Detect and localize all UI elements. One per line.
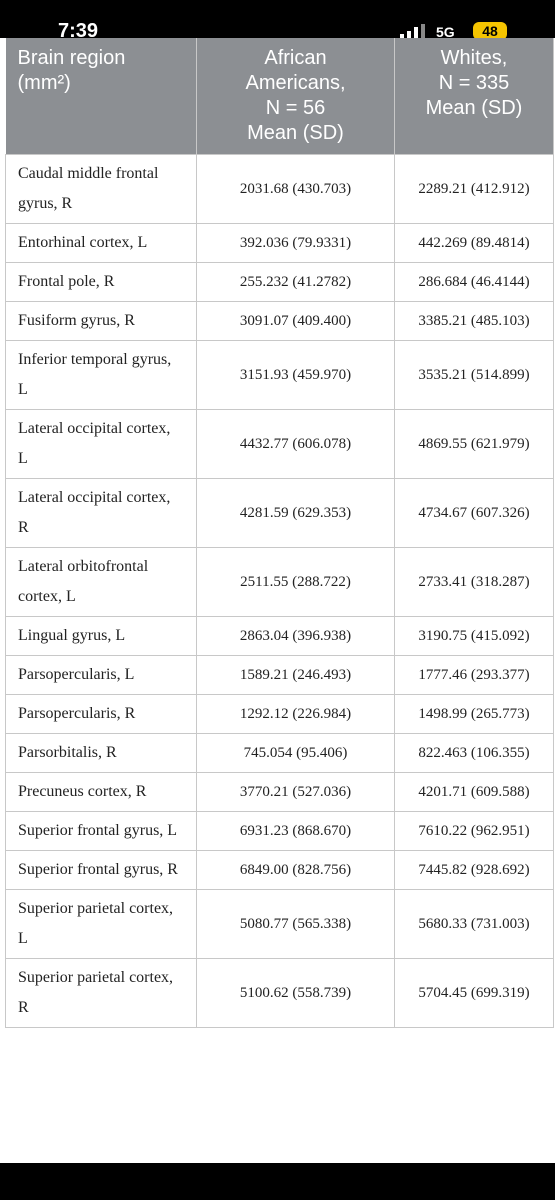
table-cell: 2289.21 (412.912) bbox=[394, 154, 554, 224]
table-cell: Frontal pole, R bbox=[5, 262, 197, 302]
table-cell: Lateral occipital cortex, L bbox=[5, 409, 197, 479]
table-cell: 3091.07 (409.400) bbox=[196, 301, 395, 341]
table-row: Superior frontal gyrus, L 6931.23 (868.67… bbox=[5, 811, 554, 851]
table-cell: 3535.21 (514.899) bbox=[394, 340, 554, 410]
header-cell: African Americans, N = 56 Mean (SD) bbox=[196, 38, 395, 155]
table-cell: 1498.99 (265.773) bbox=[394, 694, 554, 734]
table-cell: Lingual gyrus, L bbox=[5, 616, 197, 656]
table-cell: 2863.04 (396.938) bbox=[196, 616, 395, 656]
table-cell: 5680.33 (731.003) bbox=[394, 889, 554, 959]
table-row: Frontal pole, R 255.232 (41.2782) 286.684 … bbox=[5, 262, 554, 302]
table-cell: Inferior temporal gyrus, L bbox=[5, 340, 197, 410]
table-cell: 3151.93 (459.970) bbox=[196, 340, 395, 410]
table-cell: 3190.75 (415.092) bbox=[394, 616, 554, 656]
table-row: Entorhinal cortex, L 392.036 (79.9331) 442… bbox=[5, 223, 554, 263]
table-row: Superior parietal cortex, R 5100.62 (558.… bbox=[5, 958, 554, 1028]
table-cell: 392.036 (79.9331) bbox=[196, 223, 395, 263]
bottom-bar bbox=[0, 1163, 555, 1200]
table-cell: Parsopercularis, R bbox=[5, 694, 197, 734]
table: Brain region (mm²) African Americans, N = 56… bbox=[5, 38, 554, 1028]
header-line: Mean (SD) bbox=[425, 97, 523, 119]
table-cell: Caudal middle frontal gyrus, R bbox=[5, 154, 197, 224]
header-line: Americans, bbox=[245, 72, 346, 94]
table-cell: 7610.22 (962.951) bbox=[394, 811, 554, 851]
table-cell: 1292.12 (226.984) bbox=[196, 694, 395, 734]
table-row: Lateral orbitofrontal cortex, L 2511.55 (… bbox=[5, 547, 554, 617]
table-cell: 286.684 (46.4144) bbox=[394, 262, 554, 302]
time: 7:39 bbox=[58, 20, 99, 42]
table-cell: 1777.46 (293.377) bbox=[394, 655, 554, 695]
table-cell: Superior frontal gyrus, L bbox=[5, 811, 197, 851]
table-cell: 5080.77 (565.338) bbox=[196, 889, 395, 959]
table-cell: 6849.00 (828.756) bbox=[196, 850, 395, 890]
table-row: Lateral occipital cortex, R 4281.59 (629.… bbox=[5, 478, 554, 548]
table-cell: 3770.21 (527.036) bbox=[196, 772, 395, 812]
table-container: Brain region (mm²) African Americans, N = 56… bbox=[5, 38, 554, 1028]
header-line: Whites, bbox=[440, 47, 508, 69]
status-bar: 7:39 5G 48 bbox=[0, 0, 555, 42]
header-line: N = 56 bbox=[265, 97, 326, 119]
table-cell: 4281.59 (629.353) bbox=[196, 478, 395, 548]
header-line: Brain region bbox=[17, 47, 126, 69]
table-cell: 1589.21 (246.493) bbox=[196, 655, 395, 695]
table-row: Lateral occipital cortex, L 4432.77 (606.… bbox=[5, 409, 554, 479]
header-line: Mean (SD) bbox=[247, 122, 344, 144]
table-cell: 745.054 (95.406) bbox=[196, 733, 395, 773]
signal-icon bbox=[400, 24, 425, 39]
table-cell: Superior parietal cortex, R bbox=[5, 958, 197, 1028]
table-cell: Superior parietal cortex, L bbox=[5, 889, 197, 959]
table-cell: 4869.55 (621.979) bbox=[394, 409, 554, 479]
table-cell: Lateral orbitofrontal cortex, L bbox=[5, 547, 197, 617]
table-cell: 2031.68 (430.703) bbox=[196, 154, 395, 224]
header-line: African bbox=[264, 47, 327, 69]
network: 5G bbox=[436, 24, 455, 40]
table-cell: 255.232 (41.2782) bbox=[196, 262, 395, 302]
table-cell: Parsorbitalis, R bbox=[5, 733, 197, 773]
table-row: Fusiform gyrus, R 3091.07 (409.400) 3385.2… bbox=[5, 301, 554, 341]
table-cell: Entorhinal cortex, L bbox=[5, 223, 197, 263]
table-cell: Lateral occipital cortex, R bbox=[5, 478, 197, 548]
table-cell: 6931.23 (868.670) bbox=[196, 811, 395, 851]
table-cell: 4201.71 (609.588) bbox=[394, 772, 554, 812]
table-row: Parsopercularis, R 1292.12 (226.984) 1498.… bbox=[5, 694, 554, 734]
table-row: Caudal middle frontal gyrus, R 2031.68 (4… bbox=[5, 154, 554, 224]
table-cell: Parsopercularis, L bbox=[5, 655, 197, 695]
table-cell: 3385.21 (485.103) bbox=[394, 301, 554, 341]
header-row: Brain region (mm²) African Americans, N = 56… bbox=[5, 38, 554, 155]
table-cell: 2733.41 (318.287) bbox=[394, 547, 554, 617]
table-cell: Superior frontal gyrus, R bbox=[5, 850, 197, 890]
table-row: Parsopercularis, L 1589.21 (246.493) 1777.… bbox=[5, 655, 554, 695]
table-cell: 442.269 (89.4814) bbox=[394, 223, 554, 263]
header-line: N = 335 bbox=[438, 72, 510, 94]
table-cell: Fusiform gyrus, R bbox=[5, 301, 197, 341]
battery: 48 bbox=[473, 22, 507, 40]
table-row: Superior parietal cortex, L 5080.77 (565.… bbox=[5, 889, 554, 959]
table-cell: 2511.55 (288.722) bbox=[196, 547, 395, 617]
header-line: (mm²) bbox=[17, 72, 71, 94]
table-row: Lingual gyrus, L 2863.04 (396.938) 3190.75… bbox=[5, 616, 554, 656]
table-row: Inferior temporal gyrus, L 3151.93 (459.9… bbox=[5, 340, 554, 410]
table-cell: 5100.62 (558.739) bbox=[196, 958, 395, 1028]
table-cell: Precuneus cortex, R bbox=[5, 772, 197, 812]
table-cell: 4432.77 (606.078) bbox=[196, 409, 395, 479]
table-cell: 4734.67 (607.326) bbox=[394, 478, 554, 548]
table-cell: 5704.45 (699.319) bbox=[394, 958, 554, 1028]
table-cell: 822.463 (106.355) bbox=[394, 733, 554, 773]
table-row: Superior frontal gyrus, R 6849.00 (828.75… bbox=[5, 850, 554, 890]
header-cell: Whites, N = 335 Mean (SD) bbox=[394, 38, 554, 155]
table-row: Parsorbitalis, R 745.054 (95.406) 822.463 … bbox=[5, 733, 554, 773]
table-row: Precuneus cortex, R 3770.21 (527.036) 4201… bbox=[5, 772, 554, 812]
table-cell: 7445.82 (928.692) bbox=[394, 850, 554, 890]
header-cell: Brain region (mm²) bbox=[5, 38, 197, 155]
